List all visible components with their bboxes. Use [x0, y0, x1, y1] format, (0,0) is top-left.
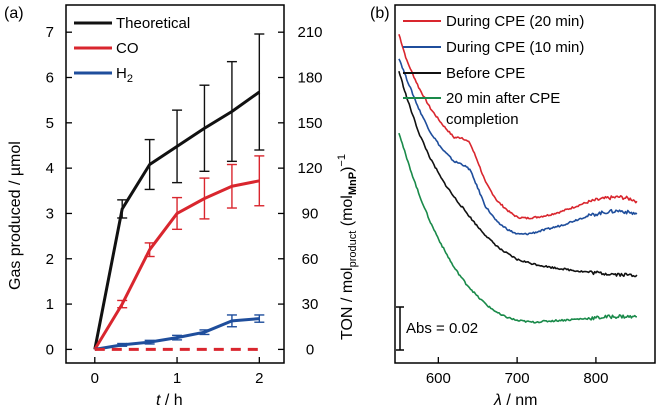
panel-a-ylabel-left: Gas produced / µmol — [7, 141, 24, 290]
pa-ytick-label-1: 1 — [46, 296, 54, 313]
pb-xunit: / nm — [502, 392, 538, 409]
pb-xtick-label-1: 700 — [505, 370, 530, 387]
pb-series-line-1 — [398, 58, 638, 236]
legend-before: Before CPE — [446, 65, 525, 82]
pa-ytick-r-label-7: 210 — [297, 24, 322, 41]
abs-scale-bar: Abs = 0.02 — [396, 306, 478, 351]
pb-series-line-0 — [398, 33, 638, 220]
panel-b-legend: During CPE (20 min) During CPE (10 min) … — [403, 13, 584, 128]
pb-series-line-3 — [398, 132, 638, 324]
pb-xtick-label-0: 600 — [426, 370, 451, 387]
pa-ytick-r-label-3: 90 — [302, 205, 319, 222]
pa-ytick-r-label-0: 0 — [306, 341, 314, 358]
panel-b-label: (b) — [370, 5, 390, 22]
legend-10min: During CPE (10 min) — [446, 39, 584, 56]
pa-ytick-r-label-1: 30 — [302, 296, 319, 313]
panel-a-label: (a) — [4, 5, 24, 22]
pb-xtick-label-2: 800 — [583, 370, 608, 387]
panel-a-legend: Theoretical CO H2 — [74, 15, 190, 85]
pa-ytick-label-6: 6 — [46, 70, 54, 87]
pa-xtick-label-2: 2 — [255, 370, 263, 387]
ylr-sup: −1 — [336, 154, 348, 167]
pa-ytick-r-label-2: 60 — [302, 251, 319, 268]
pa-ytick-label-7: 7 — [46, 24, 54, 41]
ylr-main: TON / mol — [339, 267, 356, 340]
pa-ytick-r-label-5: 150 — [297, 115, 322, 132]
pa-xunit: / h — [160, 392, 182, 409]
pa-xvar: t — [156, 392, 161, 409]
legend-after-line2: completion — [446, 111, 519, 128]
ylr-mid: (mol — [339, 195, 356, 231]
pa-ytick-label-5: 5 — [46, 115, 54, 132]
legend-h2: H2 — [116, 65, 133, 85]
pa-series-line-2 — [94, 317, 260, 351]
panel-b-ticks: 600 700 800 — [426, 357, 608, 387]
panel-a-xlabel: t / h — [156, 392, 183, 409]
pa-ytick-label-3: 3 — [46, 205, 54, 222]
legend-co: CO — [116, 40, 139, 57]
panel-b-xlabel: λ / nm — [493, 392, 537, 409]
pa-xtick-label-0: 0 — [91, 370, 99, 387]
legend-20min: During CPE (20 min) — [446, 13, 584, 30]
legend-h2-sub: 2 — [127, 73, 133, 85]
pa-ytick-label-2: 2 — [46, 251, 54, 268]
pa-xtick-label-1: 1 — [173, 370, 181, 387]
pa-ytick-r-label-6: 180 — [297, 70, 322, 87]
pa-ytick-r-label-4: 120 — [297, 160, 322, 177]
panel-b-chart: 600 700 800 During CPE (20 min) During CPE… — [394, 4, 656, 409]
legend-after: 20 min after CPE — [446, 90, 560, 107]
ylr-sub1: product — [347, 231, 359, 268]
pb-series-line-2 — [398, 70, 638, 278]
panel-a-frame — [65, 4, 285, 364]
scale-bar-label: Abs = 0.02 — [406, 320, 478, 337]
panel-b-frame — [394, 4, 656, 364]
pa-ytick-label-0: 0 — [46, 341, 54, 358]
ylr-end: ) — [339, 167, 356, 172]
panel-a-ylabel-right: TON / molproduct (molMnP)−1 — [336, 154, 359, 340]
pa-ytick-label-4: 4 — [46, 160, 54, 177]
ylr-sub2: MnP — [347, 172, 359, 195]
pb-xvar: λ — [493, 392, 502, 409]
panel-b-series — [398, 33, 638, 324]
panel-a-series — [93, 33, 265, 351]
legend-h2-main: H — [116, 65, 127, 82]
legend-theoretical: Theoretical — [116, 15, 190, 32]
